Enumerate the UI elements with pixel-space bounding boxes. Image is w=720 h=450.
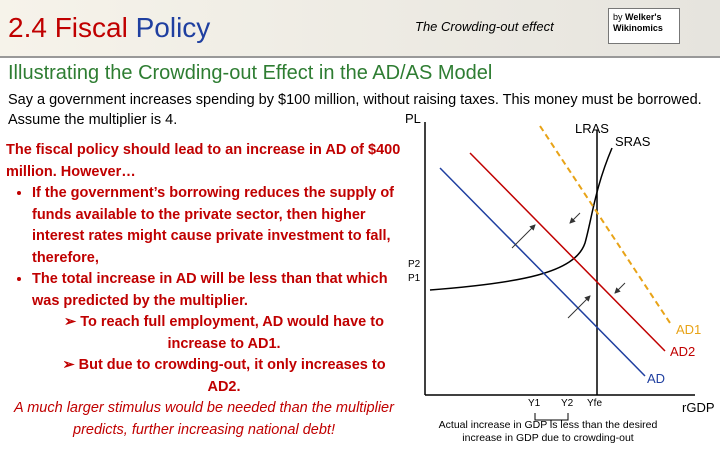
title-part: 2.4 Fiscal	[8, 12, 128, 43]
caption: increase in GDP due to crowding-out	[462, 432, 633, 444]
subtitle: Illustrating the Crowding-out Effect in …	[8, 62, 493, 84]
header	[0, 0, 720, 58]
bracket	[534, 413, 569, 426]
logo-text: Wikinomics	[613, 23, 663, 33]
ad2-line	[469, 152, 666, 352]
curve-label: AD2	[670, 344, 695, 359]
sub-bullet: But due to crowding-out, it only increas…	[46, 355, 402, 398]
curve-label: SRAS	[615, 134, 651, 149]
ad1-line	[539, 125, 673, 327]
diagram: PL rGDP LRAS SRAS AD1 AD2 AD P2 P1 Y1 Y2…	[405, 111, 715, 444]
output-label: Y1	[528, 398, 541, 409]
bullet: The total increase in AD will be less th…	[32, 269, 402, 398]
output-label: Yfe	[587, 398, 602, 409]
curve-label: AD	[647, 371, 665, 386]
output-label: Y2	[561, 398, 574, 409]
curve-label: LRAS	[575, 121, 609, 136]
arrow	[614, 282, 626, 294]
bullet: If the government’s borrowing reduces th…	[32, 183, 402, 269]
arrow	[567, 295, 591, 319]
ad-line	[439, 167, 646, 377]
axis-label: PL	[405, 111, 421, 126]
sub-bullet: To reach full employment, AD would have …	[46, 312, 402, 355]
intro: Say a government increases spending by $…	[8, 92, 702, 128]
logo: by Welker's Wikinomics	[608, 8, 680, 44]
bullets: If the government’s borrowing reduces th…	[6, 183, 402, 398]
arrow	[569, 212, 581, 224]
logo-text: Welker's	[625, 12, 662, 22]
sub-bullets: To reach full employment, AD would have …	[32, 312, 402, 398]
price-label: P1	[408, 273, 421, 284]
title: 2.4 Fiscal Policy	[8, 12, 210, 44]
bullet-text: If the government’s borrowing reduces th…	[32, 185, 395, 266]
price-label: P2	[408, 259, 421, 270]
arrow	[511, 224, 536, 249]
logo-text: by	[613, 12, 623, 22]
body: The fiscal policy should lead to an incr…	[6, 140, 402, 441]
caption: Actual increase in GDP is less than the …	[439, 419, 658, 431]
axis-label: rGDP	[682, 400, 715, 415]
lead: The fiscal policy should lead to an incr…	[6, 142, 401, 180]
topic: The Crowding-out effect	[415, 19, 554, 34]
conclusion: A much larger stimulus would be needed t…	[14, 400, 394, 438]
sras-curve	[429, 147, 613, 291]
title-part: Policy	[135, 12, 211, 43]
curve-label: AD1	[676, 322, 701, 337]
bullet-text: The total increase in AD will be less th…	[32, 271, 388, 309]
